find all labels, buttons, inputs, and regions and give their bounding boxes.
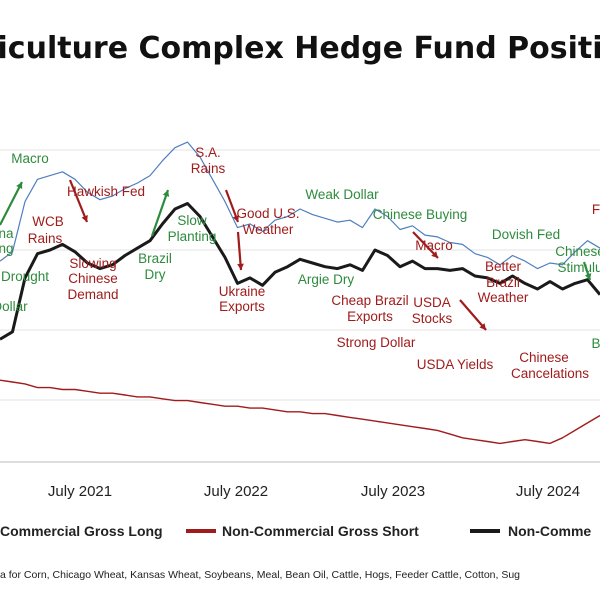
annotation-arrow: [236, 231, 244, 271]
annotation-label: Cancelations: [511, 366, 589, 381]
series-line-short: [0, 379, 600, 445]
annotation-label: Stimulu: [557, 260, 600, 275]
annotation-label: Chinese: [555, 244, 600, 259]
annotation-label: Planting: [168, 229, 217, 244]
annotation-arrow: [224, 189, 240, 223]
annotation-label: B: [591, 336, 600, 351]
annotation-label: Dry: [145, 267, 166, 282]
gridlines: [0, 149, 600, 463]
annotation-label: Stocks: [412, 311, 453, 326]
annotation-arrow: [459, 299, 487, 331]
annotation-label: Weather: [478, 290, 529, 305]
annotation-arrow: [150, 189, 170, 237]
legend-label-short: Non-Commercial Gross Short: [222, 523, 419, 539]
source-note: a for Corn, Chicago Wheat, Kansas Wheat,…: [0, 569, 520, 581]
x-tick-label: July 2021: [48, 483, 112, 500]
annotation-label: Dollar: [0, 299, 28, 314]
annotation-label: Argie Dry: [298, 272, 355, 287]
annotation-label: S.A.: [195, 145, 221, 160]
annotation-label: Macro: [11, 151, 49, 166]
annotation-label: Weather: [243, 222, 294, 237]
annotation-label: Chinese: [519, 350, 569, 365]
annotation-label: Strong Dollar: [337, 335, 416, 350]
annotation-arrow: [0, 181, 23, 226]
series-line-net: [0, 202, 600, 341]
x-tick-label: July 2022: [204, 483, 268, 500]
x-tick-label: July 2023: [361, 483, 425, 500]
annotation-label: Hawkish Fed: [67, 184, 145, 199]
annotation-label: Demand: [67, 287, 118, 302]
annotation-arrows: [0, 179, 592, 331]
annotation-arrow: [582, 261, 592, 281]
annotation-label: Chinese: [68, 271, 118, 286]
annotation-label: Exports: [219, 299, 265, 314]
chart-title: iculture Complex Hedge Fund Positi: [0, 31, 600, 66]
annotation-label: Rains: [28, 231, 63, 246]
series-line-long: [0, 141, 600, 270]
annotation-label: Brazil: [486, 275, 520, 290]
annotation-label: Exports: [347, 309, 393, 324]
annotation-label: Cheap Brazil: [331, 293, 408, 308]
legend: Commercial Gross Long Non-Commercial Gros…: [0, 523, 591, 539]
annotation-label: Drought: [1, 269, 49, 284]
annotation-label: WCB: [32, 214, 64, 229]
annotation-label: Brazil: [138, 251, 172, 266]
legend-label-long: Commercial Gross Long: [0, 523, 163, 539]
annotation-label: na: [0, 226, 14, 241]
annotation-label: Weak Dollar: [305, 187, 379, 202]
annotation-label: USDA: [413, 295, 451, 310]
annotation-label: Better: [485, 259, 522, 274]
annotation-label: Macro: [415, 238, 453, 253]
annotation-label: ng: [0, 241, 14, 256]
annotation-label: Slow: [177, 213, 207, 228]
annotation-label: Chinese Buying: [373, 207, 468, 222]
annotation-label: Slowing: [69, 256, 116, 271]
x-axis-ticks: July 2021 July 2022 July 2023 July 2024: [48, 483, 580, 500]
annotation-label: Rains: [191, 161, 226, 176]
annotation-label: Ukraine: [219, 284, 266, 299]
annotation-label: Good U.S.: [236, 206, 299, 221]
annotation-arrow: [412, 231, 439, 259]
annotation-label: F: [592, 202, 600, 217]
x-tick-label: July 2024: [516, 483, 580, 500]
annotation-label: USDA Yields: [417, 357, 494, 372]
series-layer: [0, 141, 600, 445]
annotation-arrow: [68, 179, 89, 223]
legend-label-net: Non-Comme: [508, 523, 591, 539]
annotation-label: Dovish Fed: [492, 227, 560, 242]
